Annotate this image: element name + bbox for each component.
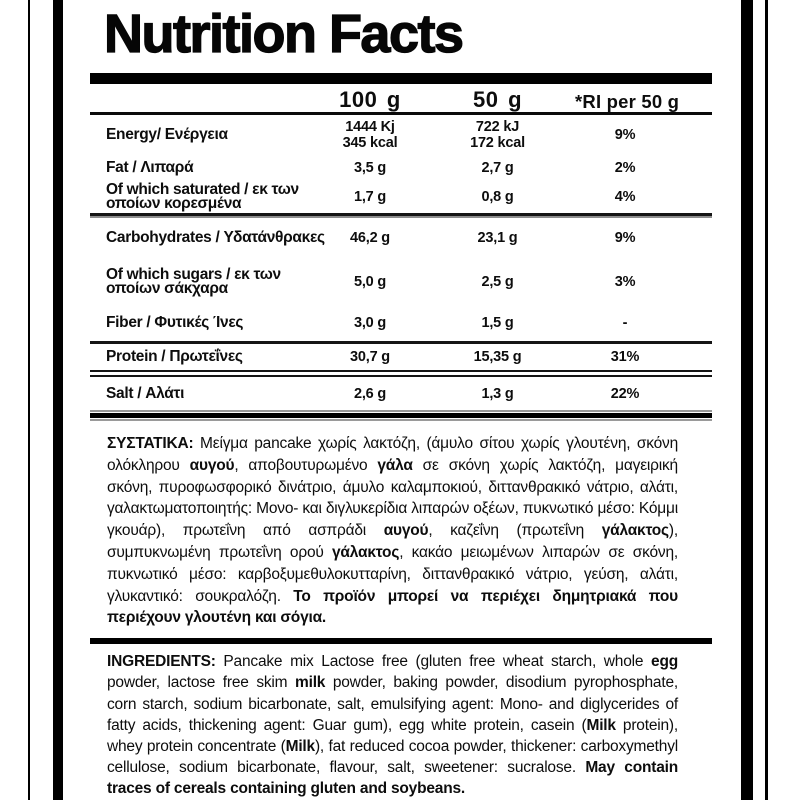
value-ri: 22% (610, 385, 640, 402)
table-row-saturated-fat: Of which saturated / εκ των οποίων κορεσμ… (90, 181, 712, 213)
value-50g: 2,5 g (481, 273, 514, 290)
value-50g: 722 kJ 172 kcal (470, 119, 525, 151)
ingredient-segment: Μείγμα pancake χωρίς λακτόζη, (άμυλο σίτ… (107, 435, 678, 474)
ingredient-segment-bold: milk (295, 674, 326, 692)
row-label: Energy/ Ενέργεια (106, 126, 228, 143)
value-100g: 1,7 g (353, 189, 387, 205)
cut-mark-left-thin (28, 0, 30, 800)
ingredient-segment-bold: egg (651, 653, 679, 671)
value-100g: 3,0 g (353, 315, 387, 331)
row-label: Of which saturated / εκ των οποίων κορεσμ… (106, 181, 299, 212)
ingredient-segment-bold: αυγού (189, 456, 235, 474)
value-50g: 23,1 g (477, 230, 518, 246)
value-50g: 1,5 g (481, 315, 514, 331)
column-header-row: 100 g 50 g *RI per 50 g (90, 87, 712, 112)
table-row-energy: Energy/ Ενέργεια 1444 Kj 345 kcal 722 kJ 1… (90, 115, 712, 155)
row-label: Carbohydrates / Υδατάνθρακες (106, 229, 325, 246)
ingredient-segment-bold: Milk (285, 737, 316, 755)
ingredient-segment: , κακάο μειωμένων λιπαρών σε σκόνη, πυκν… (107, 543, 678, 605)
value-ri: 9% (614, 230, 636, 246)
value-100g: 3,5 g (353, 160, 387, 176)
label-title: Nutrition Facts (103, 4, 464, 64)
ingredient-segment-bold: May contain traces of cereals containing… (107, 759, 678, 798)
value-100g: 46,2 g (350, 230, 390, 246)
value-ri: 2% (614, 160, 636, 176)
row-label: Of which sugars / εκ των οποίων σάκχαρα (106, 265, 281, 297)
section-divider-double (90, 370, 712, 377)
ingredient-segment-bold: αυγού (383, 522, 429, 540)
value-100g: 30,7 g (350, 349, 390, 365)
ingredient-segment-bold: γάλακτος (601, 522, 669, 540)
value-ri: 4% (614, 189, 636, 205)
ingredient-segment: , καζεΐνη (πρωτεΐνη (428, 522, 602, 540)
ingredient-segment: ), συμπυκνωμένη πρωτεΐνη ορού (107, 522, 678, 561)
ingredient-segment-bold: ΣΥΣΤΑΤΙΚΑ: (107, 435, 201, 452)
table-row-sugars: Of which sugars / εκ των οποίων σάκχαρα 5… (90, 258, 712, 305)
section-divider (90, 213, 712, 218)
value-50g: 0,8 g (481, 189, 514, 205)
table-row-salt: Salt / Αλάτι 2,6 g 1,3 g 22% (90, 377, 712, 410)
value-ri: 3% (614, 273, 636, 290)
col-header-50g: 50 g (472, 87, 523, 112)
row-label: Fiber / Φυτικές Ίνες (106, 314, 244, 331)
title-divider-bar (90, 73, 712, 84)
value-100g: 1444 Kj 345 kcal (342, 119, 398, 151)
ingredient-segment: protein), whey protein concentrate ( (107, 716, 678, 755)
row-label: Salt / Αλάτι (106, 384, 185, 402)
nutrition-table: Energy/ Ενέργεια 1444 Kj 345 kcal 722 kJ 1… (90, 115, 712, 421)
col-header-100g: 100 g (339, 87, 401, 112)
value-ri: 31% (610, 349, 640, 365)
ingredient-segment: σε σκόνη χωρίς λακτόζη, μαγειρική σκόνη,… (107, 456, 678, 540)
ingredient-segment-bold: γάλακτος (332, 543, 400, 561)
value-100g: 2,6 g (353, 385, 387, 402)
ingredient-segment: , αποβουτυρωμένο (234, 456, 378, 474)
value-ri: 9% (614, 127, 636, 143)
value-ri: - (622, 315, 628, 331)
value-100g: 5,0 g (353, 273, 387, 290)
cut-mark-right-thick (741, 0, 753, 800)
ingredients-greek: ΣΥΣΤΑΤΙΚΑ: Μείγμα pancake χωρίς λακτόζη,… (107, 433, 678, 629)
ingredients-english: INGREDIENTS: Pancake mix Lactose free (g… (107, 651, 678, 799)
ingredient-segment: powder, baking powder, disodium pyrophos… (107, 674, 678, 734)
row-label: Protein / Πρωτεΐνες (106, 348, 243, 365)
table-row-protein: Protein / Πρωτεΐνες 30,7 g 15,35 g 31% (90, 344, 712, 370)
ingredient-segment: Pancake mix Lactose free (gluten free wh… (223, 653, 652, 671)
col-header-ri-per-50g: *RI per 50 g (575, 91, 680, 112)
table-row-fat: Fat / Λιπαρά 3,5 g 2,7 g 2% (90, 155, 712, 181)
row-label: Fat / Λιπαρά (106, 159, 194, 176)
cut-mark-right-thin (765, 0, 768, 800)
value-50g: 1,3 g (481, 385, 514, 402)
header-underline (90, 112, 712, 115)
cut-mark-left-thick (53, 0, 63, 800)
table-end-bar (90, 410, 712, 421)
ingredient-segment-bold: INGREDIENTS: (107, 653, 224, 671)
table-row-fiber: Fiber / Φυτικές Ίνες 3,0 g 1,5 g - (90, 305, 712, 341)
value-50g: 2,7 g (481, 160, 514, 176)
section-divider (90, 341, 712, 344)
ingredient-segment-bold: Το προϊόν μπορεί να περιέχει δημητριακά … (107, 587, 678, 627)
ingredient-segment-bold: γάλα (377, 456, 413, 474)
ingredient-segment: powder, lactose free skim (107, 674, 295, 692)
ingredient-segment: ), fat reduced cocoa powder, thickener: … (107, 737, 678, 777)
label-content: Nutrition Facts 100 g 50 g *RI per 50 g … (90, 0, 712, 800)
ingredients-divider-bar (90, 638, 712, 645)
table-row-carbohydrates: Carbohydrates / Υδατάνθρακες 46,2 g 23,1… (90, 218, 712, 258)
value-50g: 15,35 g (473, 349, 522, 365)
ingredient-segment-bold: Milk (586, 716, 616, 734)
